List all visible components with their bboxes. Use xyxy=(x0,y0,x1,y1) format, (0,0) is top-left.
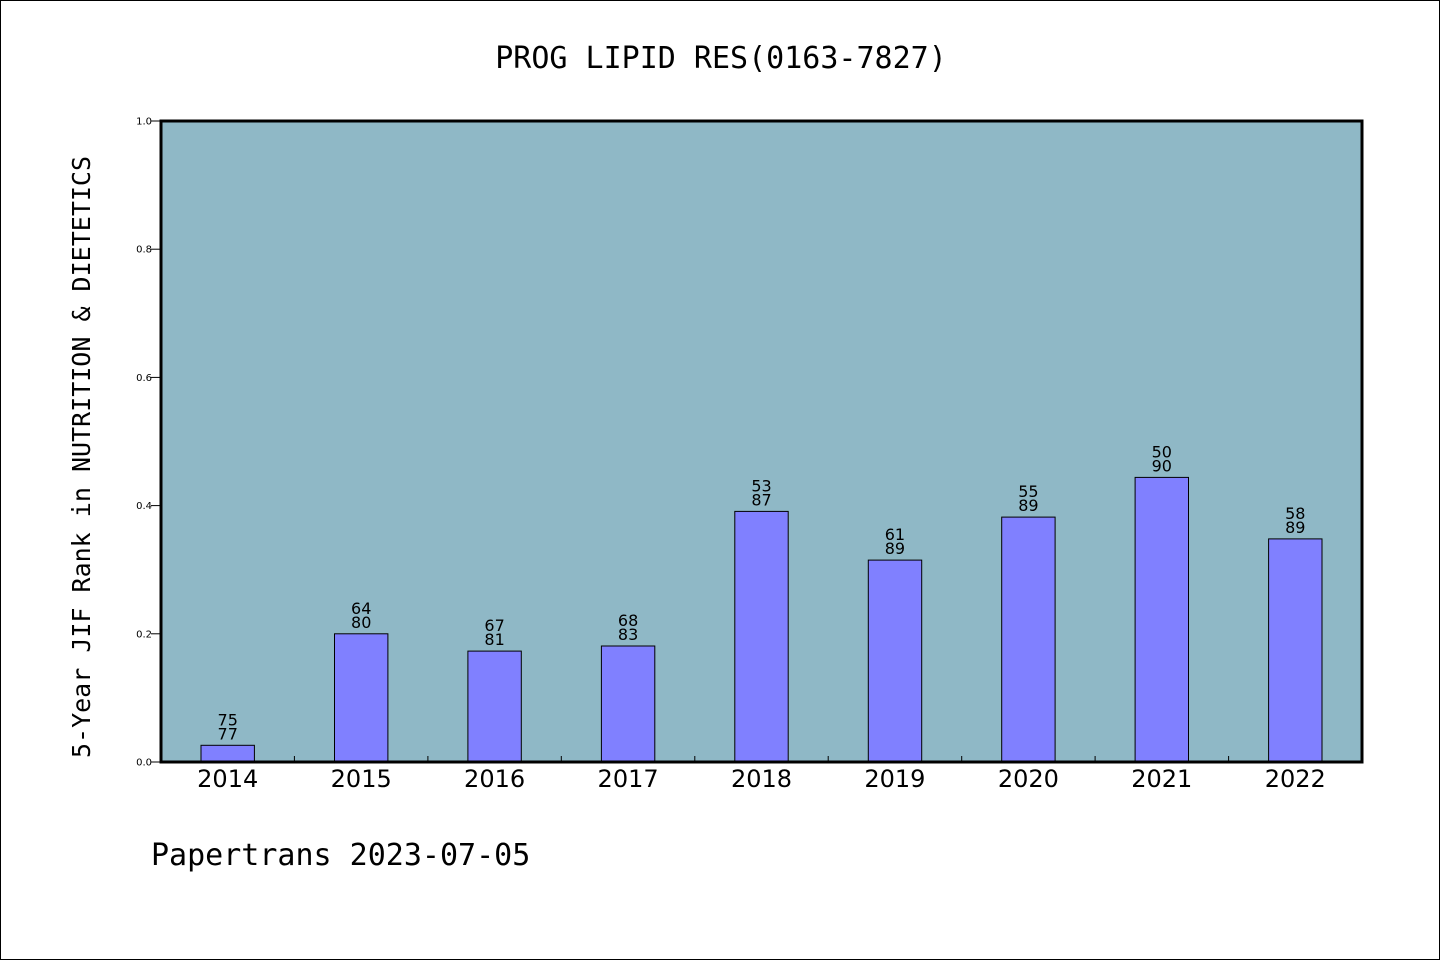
chart-title: PROG LIPID RES(0163-7827) xyxy=(495,41,947,76)
bar-label-total: 77 xyxy=(218,724,238,743)
x-tick-label: 2021 xyxy=(1131,765,1192,793)
bar-2015 xyxy=(334,633,389,763)
bar-2020 xyxy=(1001,516,1056,763)
y-axis-label: 5-Year JIF Rank in NUTRITION & DIETETICS xyxy=(67,156,96,758)
bar-2018 xyxy=(734,510,789,763)
bar-label-total: 89 xyxy=(1285,518,1305,537)
bar-2021 xyxy=(1134,476,1189,763)
bar-label-total: 89 xyxy=(1018,496,1038,515)
bar-2014 xyxy=(200,744,255,763)
bar-label-rank: 64 xyxy=(351,599,371,618)
footer-credit: Papertrans 2023-07-05 xyxy=(151,838,530,873)
bar-label-rank: 50 xyxy=(1152,442,1172,461)
y-axis: 0.0 0.2 0.4 0.6 0.8 1.0 xyxy=(136,117,161,769)
bar-2019 xyxy=(867,559,923,763)
x-tick-label: 2014 xyxy=(197,765,258,793)
bar-label-total: 81 xyxy=(484,630,504,649)
bar-2017 xyxy=(600,645,656,763)
bar-label-rank: 61 xyxy=(885,525,905,544)
bar-label-rank: 68 xyxy=(618,611,638,630)
bar-label-rank: 55 xyxy=(1018,482,1038,501)
x-tick-label: 2017 xyxy=(598,765,659,793)
bar-label-total: 80 xyxy=(351,613,371,632)
bar-2016 xyxy=(467,650,522,763)
x-tick-label: 2019 xyxy=(864,765,925,793)
bar-2022 xyxy=(1268,538,1323,763)
bar-label-rank: 75 xyxy=(218,710,238,729)
bar-label-rank: 53 xyxy=(751,476,771,495)
x-axis: 2014 2015 2016 2017 2018 2019 2020 2021 2022 xyxy=(197,756,1326,793)
y-tick-label: 0.2 xyxy=(136,629,152,640)
bar-label-total: 83 xyxy=(618,625,638,644)
y-tick-label: 1.0 xyxy=(136,117,152,128)
x-tick-label: 2015 xyxy=(331,765,392,793)
y-tick-label: 0.8 xyxy=(136,245,152,256)
bar-label-total: 89 xyxy=(885,539,905,558)
y-tick-label: 0.6 xyxy=(136,373,152,384)
bar-label-total: 90 xyxy=(1152,456,1172,475)
x-tick-label: 2018 xyxy=(731,765,792,793)
bar-label-rank: 58 xyxy=(1285,504,1305,523)
x-tick-label: 2020 xyxy=(998,765,1059,793)
bars-layer xyxy=(200,476,1323,763)
x-tick-label: 2022 xyxy=(1265,765,1326,793)
plot-frame xyxy=(159,119,1364,764)
bar-label-total: 87 xyxy=(751,490,771,509)
x-tick-label: 2016 xyxy=(464,765,525,793)
y-tick-label: 0.4 xyxy=(136,501,152,512)
bar-label-rank: 67 xyxy=(484,616,504,635)
y-tick-label: 0.0 xyxy=(136,758,152,769)
